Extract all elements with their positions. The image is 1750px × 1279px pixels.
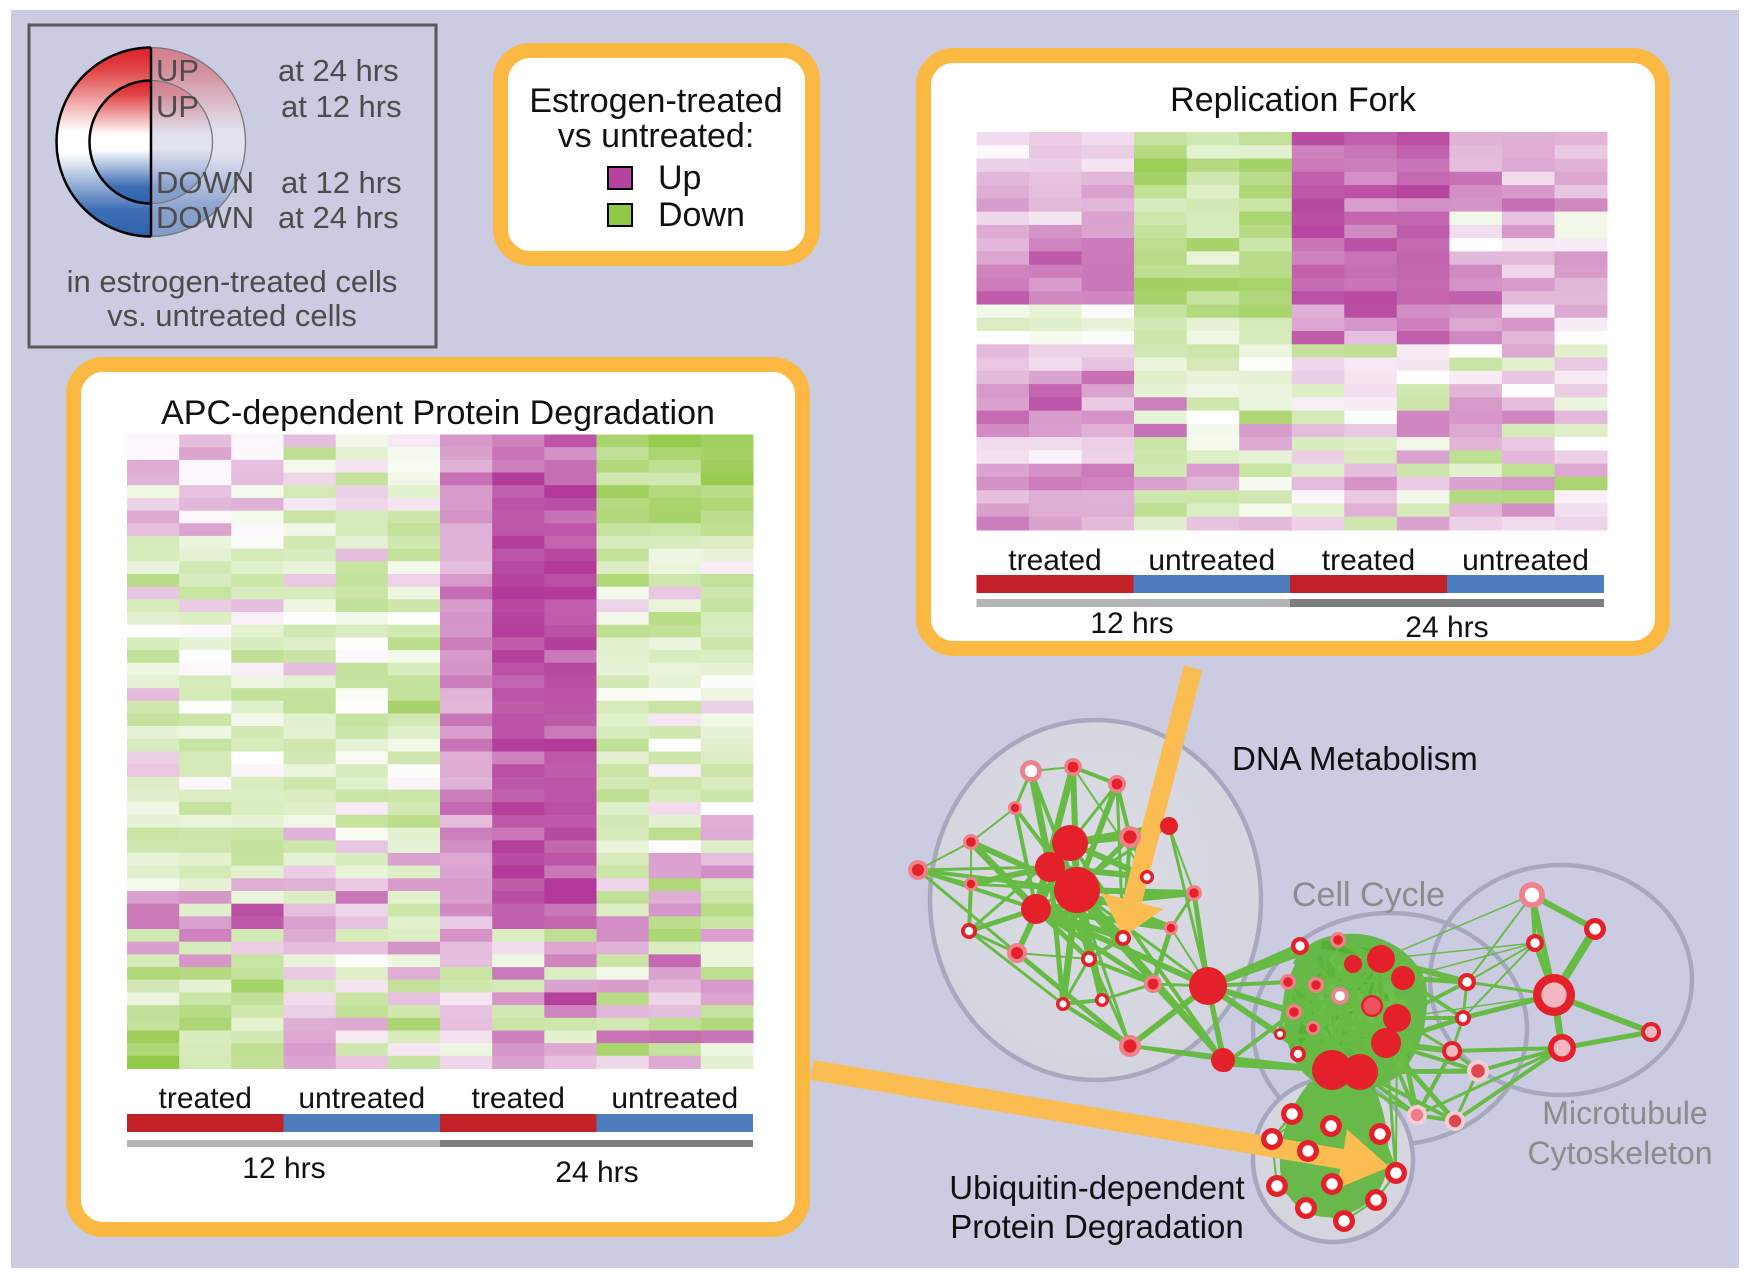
svg-text:12 hrs: 12 hrs [1090,607,1173,640]
svg-text:DOWN: DOWN [156,200,254,235]
svg-text:vs. untreated cells: vs. untreated cells [107,298,357,333]
svg-text:DOWN: DOWN [156,165,254,200]
svg-text:treated: treated [1008,544,1101,577]
svg-text:UP: UP [156,53,199,88]
svg-text:untreated: untreated [611,1082,738,1115]
svg-text:Up: Up [658,159,701,197]
svg-text:12 hrs: 12 hrs [242,1152,325,1185]
svg-text:Down: Down [658,196,745,234]
svg-text:APC-dependent Protein Degradat: APC-dependent Protein Degradation [161,394,715,432]
svg-text:Cytoskeleton: Cytoskeleton [1528,1135,1713,1171]
svg-text:untreated: untreated [1462,544,1589,577]
svg-text:in estrogen-treated cells: in estrogen-treated cells [67,264,398,299]
svg-text:at 24 hrs: at 24 hrs [278,200,399,235]
svg-text:Estrogen-treated: Estrogen-treated [529,82,782,120]
svg-text:Microtubule: Microtubule [1542,1095,1707,1131]
svg-text:DNA Metabolism: DNA Metabolism [1232,740,1478,777]
svg-text:treated: treated [1322,544,1415,577]
svg-text:treated: treated [159,1082,252,1115]
svg-text:at 12 hrs: at 12 hrs [281,165,402,200]
svg-text:at 12 hrs: at 12 hrs [281,89,402,124]
svg-text:Ubiquitin-dependent: Ubiquitin-dependent [949,1169,1244,1206]
svg-text:untreated: untreated [298,1082,425,1115]
svg-text:Protein Degradation: Protein Degradation [950,1208,1244,1245]
svg-text:at 24 hrs: at 24 hrs [278,53,399,88]
svg-text:treated: treated [472,1082,565,1115]
svg-text:Replication Fork: Replication Fork [1170,81,1417,119]
svg-text:24 hrs: 24 hrs [555,1156,638,1189]
svg-text:24 hrs: 24 hrs [1405,611,1488,644]
svg-text:vs untreated:: vs untreated: [558,117,755,155]
svg-text:UP: UP [156,89,199,124]
svg-text:untreated: untreated [1148,544,1275,577]
svg-text:Cell Cycle: Cell Cycle [1292,876,1445,914]
